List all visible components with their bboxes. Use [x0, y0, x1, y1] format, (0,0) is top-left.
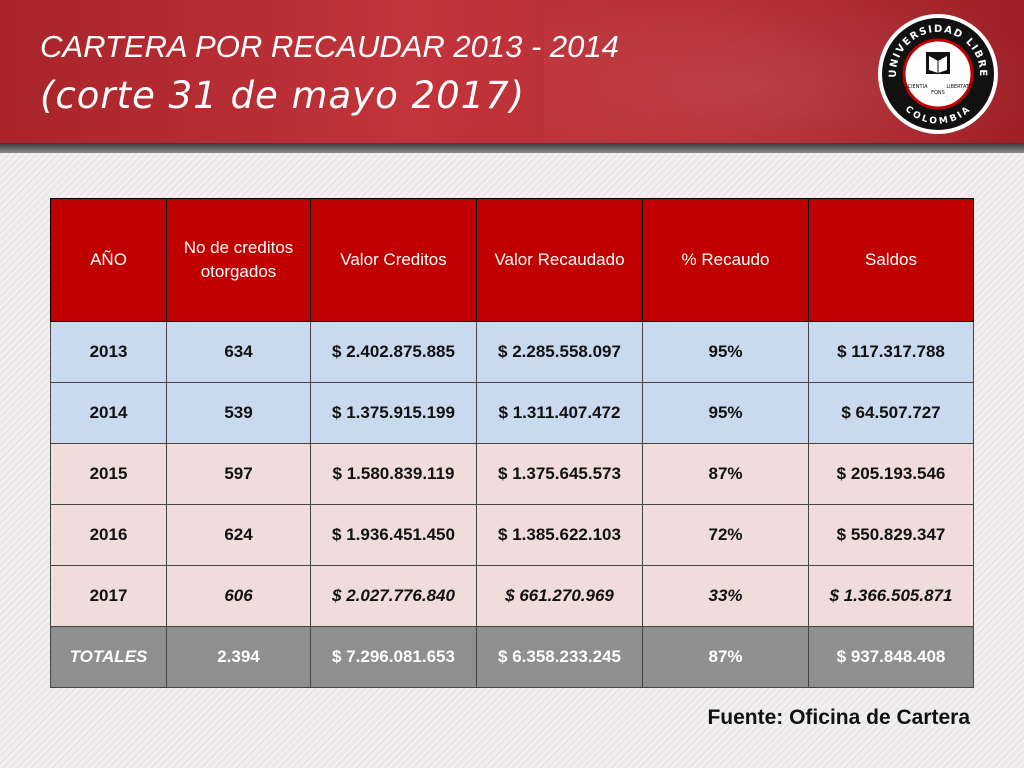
header-credit-value: Valor Creditos — [310, 198, 477, 322]
cell-credit-count: 624 — [166, 504, 311, 566]
cell-collected-value: $ 661.270.969 — [476, 565, 643, 627]
header-collection-percent: % Recaudo — [642, 198, 809, 322]
cell-collected-value: $ 1.385.622.103 — [476, 504, 643, 566]
cell-credit-count: 634 — [166, 321, 311, 383]
cell-total-balance: $ 937.848.408 — [808, 626, 974, 688]
totals-row: TOTALES 2.394 $ 7.296.081.653 $ 6.358.23… — [50, 626, 974, 688]
cell-collection-percent: 72% — [642, 504, 809, 566]
cell-collected-value: $ 1.311.407.472 — [476, 382, 643, 444]
cell-collection-percent: 95% — [642, 321, 809, 383]
cell-total-collection-percent: 87% — [642, 626, 809, 688]
cell-year: 2015 — [50, 443, 167, 505]
table-row: 2014 539 $ 1.375.915.199 $ 1.311.407.472… — [50, 382, 974, 444]
cell-total-collected-value: $ 6.358.233.245 — [476, 626, 643, 688]
cell-balance: $ 550.829.347 — [808, 504, 974, 566]
cell-collected-value: $ 1.375.645.573 — [476, 443, 643, 505]
source-note: Fuente: Oficina de Cartera — [707, 706, 970, 729]
cell-credit-count: 597 — [166, 443, 311, 505]
cell-totals-label: TOTALES — [50, 626, 167, 688]
cell-collection-percent: 95% — [642, 382, 809, 444]
cell-collection-percent: 87% — [642, 443, 809, 505]
university-seal-logo: UNIVERSIDAD LIBRE COLOMBIA SCIENTIA FONS… — [878, 14, 998, 134]
cell-credit-count: 606 — [166, 565, 311, 627]
cell-total-credit-value: $ 7.296.081.653 — [310, 626, 477, 688]
table-header-row: AÑO No de creditos otorgados Valor Credi… — [50, 198, 974, 322]
svg-text:SCIENTIA: SCIENTIA — [905, 84, 929, 90]
cell-collection-percent: 33% — [642, 565, 809, 627]
cell-credit-value: $ 2.027.776.840 — [310, 565, 477, 627]
cell-year: 2014 — [50, 382, 167, 444]
cell-year: 2013 — [50, 321, 167, 383]
cell-credit-value: $ 1.580.839.119 — [310, 443, 477, 505]
table-row: 2013 634 $ 2.402.875.885 $ 2.285.558.097… — [50, 321, 974, 383]
cell-credit-value: $ 2.402.875.885 — [310, 321, 477, 383]
portfolio-table: AÑO No de creditos otorgados Valor Credi… — [50, 198, 974, 688]
cell-balance: $ 1.366.505.871 — [808, 565, 974, 627]
cell-balance: $ 205.193.546 — [808, 443, 974, 505]
slide-header: CARTERA POR RECAUDAR 2013 - 2014 (corte … — [0, 0, 1024, 143]
cell-collected-value: $ 2.285.558.097 — [476, 321, 643, 383]
header-balance: Saldos — [808, 198, 974, 322]
svg-text:FONS: FONS — [931, 90, 945, 96]
slide-subtitle: (corte 31 de mayo 2017) — [40, 74, 526, 117]
svg-text:LIBERTATIS: LIBERTATIS — [946, 84, 973, 90]
table-row: 2015 597 $ 1.580.839.119 $ 1.375.645.573… — [50, 443, 974, 505]
header-year: AÑO — [50, 198, 167, 322]
cell-balance: $ 117.317.788 — [808, 321, 974, 383]
table-row: 2016 624 $ 1.936.451.450 $ 1.385.622.103… — [50, 504, 974, 566]
cell-credit-value: $ 1.936.451.450 — [310, 504, 477, 566]
cell-credit-value: $ 1.375.915.199 — [310, 382, 477, 444]
header-collected-value: Valor Recaudado — [476, 198, 643, 322]
header-divider — [0, 143, 1024, 153]
cell-balance: $ 64.507.727 — [808, 382, 974, 444]
slide-title: CARTERA POR RECAUDAR 2013 - 2014 — [40, 29, 619, 64]
cell-year: 2016 — [50, 504, 167, 566]
cell-total-credit-count: 2.394 — [166, 626, 311, 688]
header-credit-count: No de creditos otorgados — [166, 198, 311, 322]
table-row: 2017 606 $ 2.027.776.840 $ 661.270.969 3… — [50, 565, 974, 627]
cell-credit-count: 539 — [166, 382, 311, 444]
cell-year: 2017 — [50, 565, 167, 627]
